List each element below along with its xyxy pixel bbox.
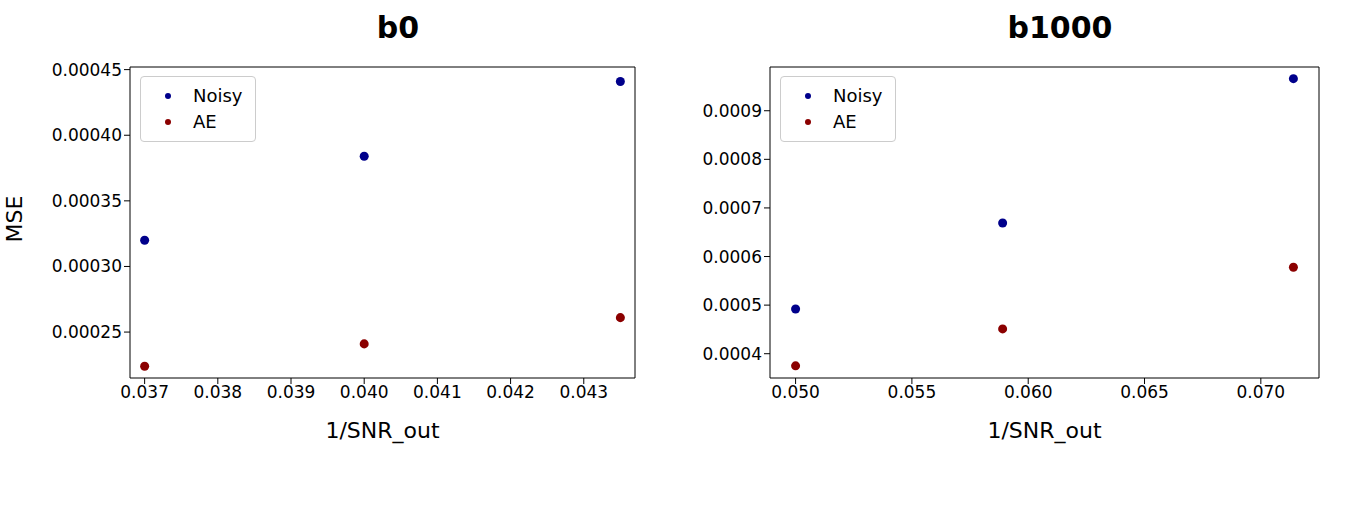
svg-text:0.00025: 0.00025	[52, 322, 122, 342]
html-text:b0: b0	[376, 10, 420, 45]
svg-text:0.0008: 0.0008	[703, 149, 762, 169]
svg-text:1/SNR_out: 1/SNR_out	[987, 418, 1102, 444]
svg-text:0.00035: 0.00035	[52, 191, 122, 211]
svg-text:0.037: 0.037	[120, 382, 169, 402]
svg-text:0.043: 0.043	[559, 382, 608, 402]
svg-text:0.055: 0.055	[888, 382, 937, 402]
html-text:b1000: b1000	[1007, 10, 1113, 45]
svg-text:0.0005: 0.0005	[703, 295, 762, 315]
svg-text:0.065: 0.065	[1120, 382, 1169, 402]
svg-text:MSE: MSE	[2, 196, 27, 243]
svg-text:0.0006: 0.0006	[703, 247, 762, 267]
svg-text:0.0004: 0.0004	[703, 344, 762, 364]
svg-text:1/SNR_out: 1/SNR_out	[325, 418, 440, 444]
html-text:Noisy: Noisy	[833, 85, 883, 106]
svg-text:0.038: 0.038	[193, 382, 242, 402]
html-text:AE: AE	[193, 111, 217, 132]
svg-text:0.0007: 0.0007	[703, 198, 762, 218]
svg-text:0.042: 0.042	[486, 382, 535, 402]
svg-text:0.040: 0.040	[340, 382, 389, 402]
svg-text:0.070: 0.070	[1237, 382, 1286, 402]
html-text:AE: AE	[833, 111, 857, 132]
svg-text:0.00030: 0.00030	[52, 256, 122, 276]
svg-text:0.0009: 0.0009	[703, 101, 762, 121]
svg-text:0.039: 0.039	[267, 382, 316, 402]
html-text:Noisy: Noisy	[193, 85, 243, 106]
svg-text:0.060: 0.060	[1004, 382, 1053, 402]
svg-text:0.050: 0.050	[771, 382, 820, 402]
svg-text:0.00040: 0.00040	[52, 125, 122, 145]
svg-text:0.00045: 0.00045	[52, 60, 122, 80]
svg-text:0.041: 0.041	[413, 382, 462, 402]
